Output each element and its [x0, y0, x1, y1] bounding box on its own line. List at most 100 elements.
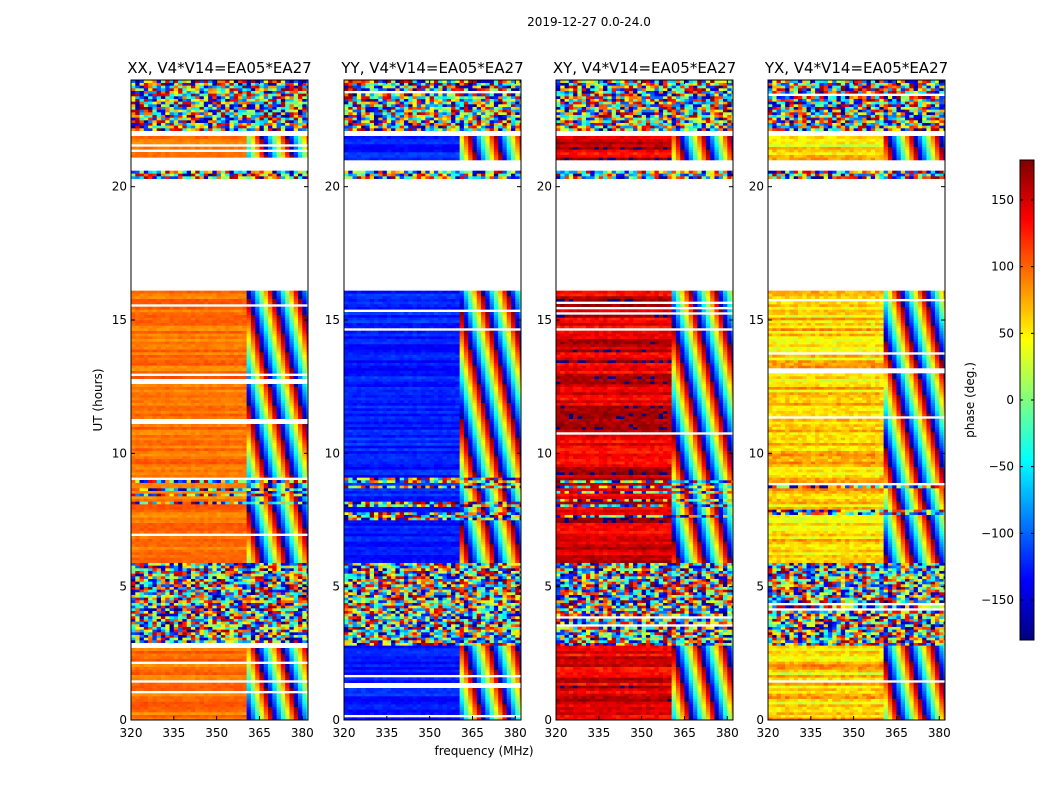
heatmap-cell — [289, 626, 295, 630]
heatmap-cell — [238, 472, 243, 475]
heatmap-cell — [272, 581, 277, 585]
heatmap-cell — [186, 450, 192, 454]
heatmap-cell — [229, 552, 235, 555]
heatmap-cell — [238, 506, 243, 510]
heatmap-cell — [169, 384, 175, 387]
heatmap-cell — [263, 584, 269, 587]
heatmap-cell — [216, 658, 222, 662]
heatmap-cell — [233, 696, 239, 699]
heatmap-cell — [173, 626, 179, 630]
heatmap-cell — [250, 434, 256, 438]
heatmap-cell — [190, 386, 196, 390]
heatmap-cell — [306, 714, 308, 718]
heatmap-cell — [293, 629, 299, 633]
heatmap-cell — [195, 637, 200, 641]
heatmap-cell — [182, 714, 188, 718]
heatmap-cell — [220, 413, 226, 417]
heatmap-cell — [220, 546, 226, 550]
heatmap-cell — [216, 453, 222, 457]
heatmap-cell — [259, 629, 265, 633]
heatmap-cell — [276, 525, 282, 529]
heatmap-cell — [135, 397, 140, 401]
heatmap-cell — [306, 672, 308, 675]
heatmap-cell — [276, 624, 282, 627]
heatmap-cell — [178, 456, 183, 459]
heatmap-cell — [225, 613, 230, 617]
heatmap-cell — [242, 602, 248, 606]
heatmap-cell — [178, 672, 183, 675]
heatmap-cell — [182, 685, 188, 689]
heatmap-cell — [302, 573, 307, 577]
heatmap-cell — [229, 453, 235, 457]
heatmap-cell — [173, 386, 179, 390]
heatmap-cell — [268, 448, 273, 451]
heatmap-cell — [280, 376, 286, 379]
heatmap-cell — [276, 693, 282, 697]
heatmap-cell — [220, 514, 226, 518]
heatmap-cell — [220, 594, 226, 598]
heatmap-cell — [272, 466, 277, 470]
heatmap-cell — [220, 504, 226, 507]
heatmap-cell — [246, 592, 252, 595]
heatmap-cell — [225, 394, 230, 398]
heatmap-cell — [203, 544, 209, 547]
heatmap-cell — [302, 672, 307, 675]
heatmap-cell — [259, 517, 265, 521]
heatmap-cell — [148, 584, 153, 587]
heatmap-cell — [203, 717, 209, 720]
heatmap-cell — [131, 522, 136, 526]
heatmap-cell — [178, 514, 183, 518]
heatmap-cell — [160, 701, 166, 705]
heatmap-cell — [280, 648, 286, 651]
heatmap-cell — [195, 458, 200, 462]
heatmap-cell — [272, 669, 277, 673]
heatmap-cell — [263, 562, 269, 566]
heatmap-cell — [173, 576, 179, 579]
heatmap-cell — [216, 640, 222, 643]
heatmap-cell — [190, 432, 196, 435]
heatmap-cell — [289, 648, 295, 651]
heatmap-cell — [276, 704, 282, 707]
heatmap-cell — [280, 704, 286, 707]
heatmap-cell — [272, 546, 277, 550]
heatmap-cell — [220, 658, 226, 662]
heatmap-cell — [208, 456, 213, 459]
heatmap-cell — [268, 506, 273, 510]
heatmap-cell — [135, 629, 140, 633]
heatmap-cell — [156, 672, 162, 675]
heatmap-cell — [156, 581, 162, 585]
heatmap-cell — [272, 632, 277, 635]
heatmap-cell — [242, 600, 248, 603]
heatmap-cell — [306, 632, 308, 635]
heatmap-cell — [229, 621, 235, 625]
heatmap-cell — [212, 613, 218, 617]
heatmap-cell — [246, 541, 252, 545]
heatmap-cell — [276, 461, 282, 465]
heatmap-cell — [143, 682, 149, 686]
heatmap-cell — [199, 498, 205, 502]
heatmap-cell — [272, 376, 277, 379]
heatmap-cell — [203, 464, 209, 467]
heatmap-cell — [143, 458, 149, 462]
heatmap-cell — [220, 568, 226, 571]
heatmap-cell — [289, 632, 295, 635]
heatmap-cell — [250, 605, 256, 609]
heatmap-cell — [165, 552, 170, 555]
heatmap-cell — [280, 432, 286, 435]
heatmap-cell — [255, 474, 260, 478]
heatmap-cell — [152, 666, 158, 670]
heatmap-cell — [298, 544, 303, 547]
heatmap-cell — [238, 666, 243, 670]
heatmap-cell — [131, 669, 136, 673]
heatmap-cell — [186, 648, 192, 651]
heatmap-cell — [212, 405, 218, 409]
heatmap-cell — [135, 546, 140, 550]
heatmap-cell — [208, 698, 213, 702]
heatmap-cell — [178, 576, 183, 579]
heatmap-cell — [280, 496, 286, 499]
heatmap-cell — [156, 589, 162, 593]
heatmap-cell — [280, 626, 286, 630]
heatmap-cell — [272, 544, 277, 547]
heatmap-cell — [135, 562, 140, 566]
heatmap-cell — [276, 605, 282, 609]
